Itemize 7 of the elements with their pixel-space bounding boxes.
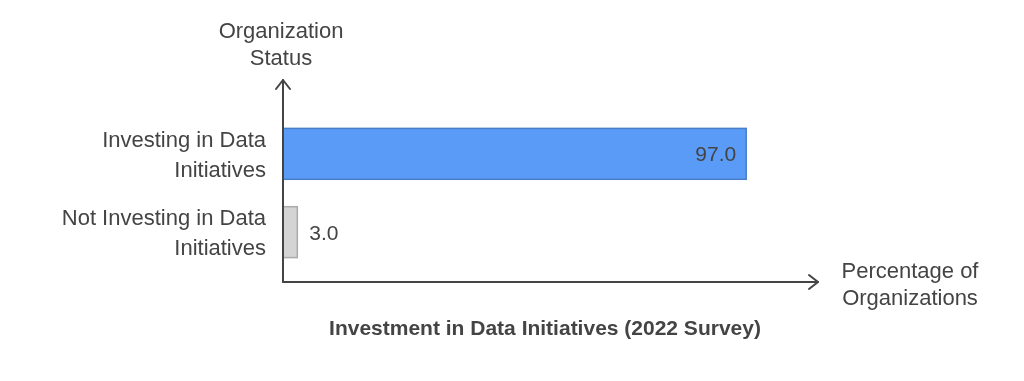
text: Investment in Data Initiatives (2022 Survey) (329, 316, 761, 340)
y-tick-label: Investing in Data Initiatives (102, 126, 267, 182)
y-axis-title: Organization Status (218, 17, 344, 70)
y-tick-label: Not Investing in Data Initiatives (61, 204, 267, 260)
data-label: 97.0 (695, 142, 737, 166)
x-axis-title: Percentage of Organizations (841, 257, 980, 310)
data-label: 3.0 (309, 220, 339, 244)
